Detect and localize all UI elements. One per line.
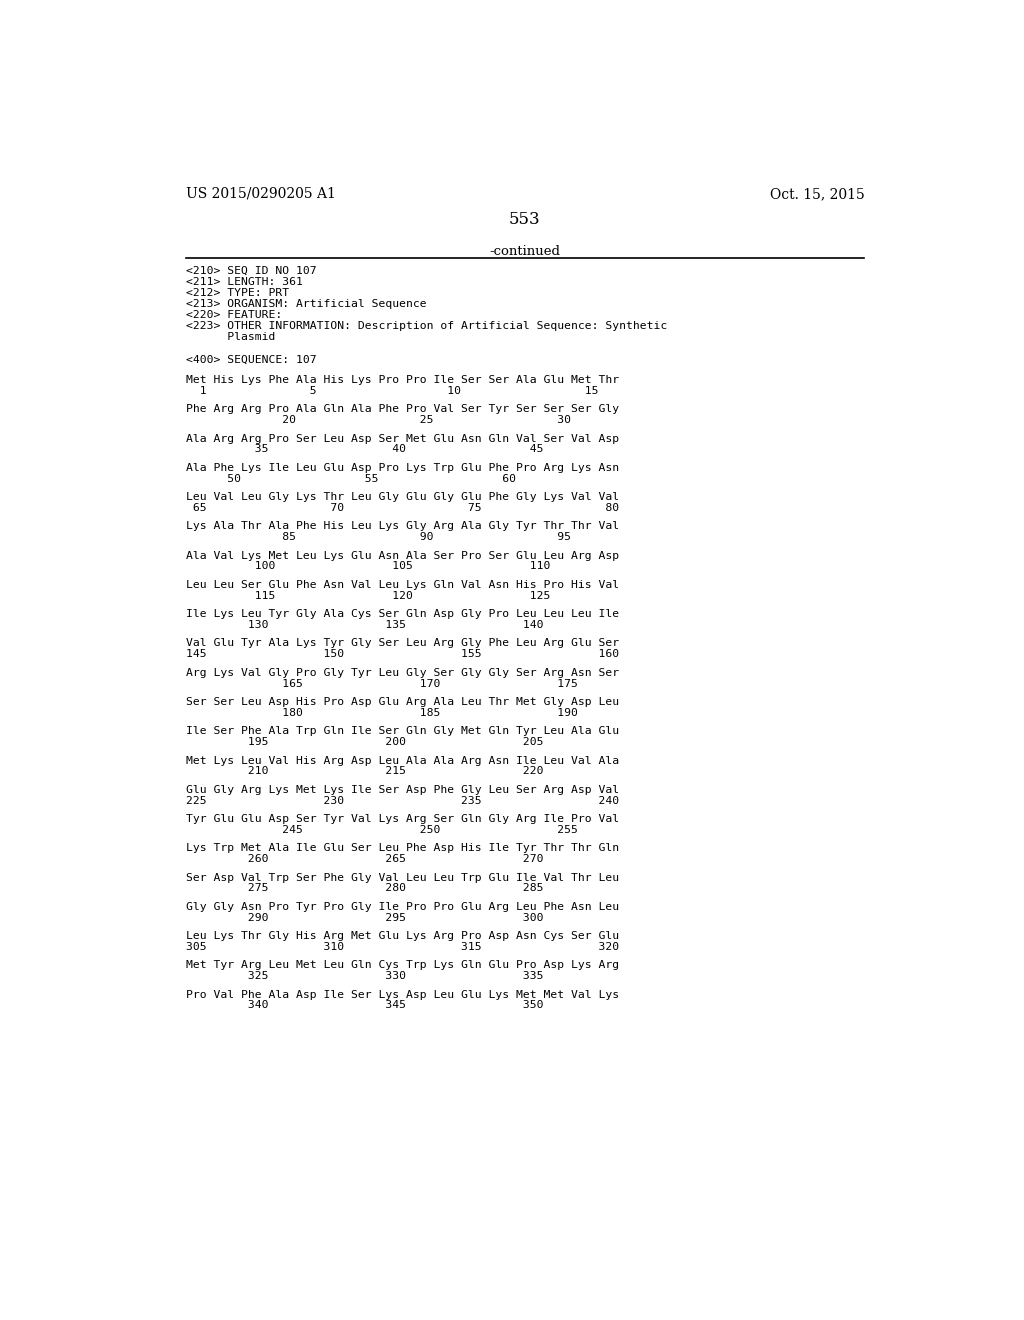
- Text: 35                  40                  45: 35 40 45: [186, 445, 544, 454]
- Text: 305                 310                 315                 320: 305 310 315 320: [186, 942, 620, 952]
- Text: 100                 105                 110: 100 105 110: [186, 561, 551, 572]
- Text: Arg Lys Val Gly Pro Gly Tyr Leu Gly Ser Gly Gly Ser Arg Asn Ser: Arg Lys Val Gly Pro Gly Tyr Leu Gly Ser …: [186, 668, 620, 677]
- Text: Met Lys Leu Val His Arg Asp Leu Ala Ala Arg Asn Ile Leu Val Ala: Met Lys Leu Val His Arg Asp Leu Ala Ala …: [186, 755, 620, 766]
- Text: 275                 280                 285: 275 280 285: [186, 883, 544, 894]
- Text: Ser Ser Leu Asp His Pro Asp Glu Arg Ala Leu Thr Met Gly Asp Leu: Ser Ser Leu Asp His Pro Asp Glu Arg Ala …: [186, 697, 620, 708]
- Text: Pro Val Phe Ala Asp Ile Ser Lys Asp Leu Glu Lys Met Met Val Lys: Pro Val Phe Ala Asp Ile Ser Lys Asp Leu …: [186, 990, 620, 999]
- Text: Ile Ser Phe Ala Trp Gln Ile Ser Gln Gly Met Gln Tyr Leu Ala Glu: Ile Ser Phe Ala Trp Gln Ile Ser Gln Gly …: [186, 726, 620, 737]
- Text: 260                 265                 270: 260 265 270: [186, 854, 544, 865]
- Text: 245                 250                 255: 245 250 255: [186, 825, 578, 834]
- Text: 50                  55                  60: 50 55 60: [186, 474, 516, 483]
- Text: 210                 215                 220: 210 215 220: [186, 767, 544, 776]
- Text: 1               5                   10                  15: 1 5 10 15: [186, 385, 599, 396]
- Text: <212> TYPE: PRT: <212> TYPE: PRT: [186, 288, 289, 298]
- Text: US 2015/0290205 A1: US 2015/0290205 A1: [186, 187, 336, 201]
- Text: 130                 135                 140: 130 135 140: [186, 620, 544, 630]
- Text: 20                  25                  30: 20 25 30: [186, 416, 571, 425]
- Text: Ala Val Lys Met Leu Lys Glu Asn Ala Ser Pro Ser Glu Leu Arg Asp: Ala Val Lys Met Leu Lys Glu Asn Ala Ser …: [186, 550, 620, 561]
- Text: Leu Leu Ser Glu Phe Asn Val Leu Lys Gln Val Asn His Pro His Val: Leu Leu Ser Glu Phe Asn Val Leu Lys Gln …: [186, 579, 620, 590]
- Text: 115                 120                 125: 115 120 125: [186, 591, 551, 601]
- Text: 145                 150                 155                 160: 145 150 155 160: [186, 649, 620, 659]
- Text: 65                  70                  75                  80: 65 70 75 80: [186, 503, 620, 513]
- Text: Lys Ala Thr Ala Phe His Leu Lys Gly Arg Ala Gly Tyr Thr Thr Val: Lys Ala Thr Ala Phe His Leu Lys Gly Arg …: [186, 521, 620, 532]
- Text: 165                 170                 175: 165 170 175: [186, 678, 578, 689]
- Text: -continued: -continued: [489, 246, 560, 259]
- Text: 195                 200                 205: 195 200 205: [186, 737, 544, 747]
- Text: Ile Lys Leu Tyr Gly Ala Cys Ser Gln Asp Gly Pro Leu Leu Leu Ile: Ile Lys Leu Tyr Gly Ala Cys Ser Gln Asp …: [186, 610, 620, 619]
- Text: 225                 230                 235                 240: 225 230 235 240: [186, 796, 620, 805]
- Text: 340                 345                 350: 340 345 350: [186, 1001, 544, 1010]
- Text: Leu Lys Thr Gly His Arg Met Glu Lys Arg Pro Asp Asn Cys Ser Glu: Leu Lys Thr Gly His Arg Met Glu Lys Arg …: [186, 931, 620, 941]
- Text: Glu Gly Arg Lys Met Lys Ile Ser Asp Phe Gly Leu Ser Arg Asp Val: Glu Gly Arg Lys Met Lys Ile Ser Asp Phe …: [186, 785, 620, 795]
- Text: Plasmid: Plasmid: [186, 333, 275, 342]
- Text: Oct. 15, 2015: Oct. 15, 2015: [769, 187, 864, 201]
- Text: Phe Arg Arg Pro Ala Gln Ala Phe Pro Val Ser Tyr Ser Ser Ser Gly: Phe Arg Arg Pro Ala Gln Ala Phe Pro Val …: [186, 404, 620, 414]
- Text: Tyr Glu Glu Asp Ser Tyr Val Lys Arg Ser Gln Gly Arg Ile Pro Val: Tyr Glu Glu Asp Ser Tyr Val Lys Arg Ser …: [186, 814, 620, 824]
- Text: Gly Gly Asn Pro Tyr Pro Gly Ile Pro Pro Glu Arg Leu Phe Asn Leu: Gly Gly Asn Pro Tyr Pro Gly Ile Pro Pro …: [186, 902, 620, 912]
- Text: 180                 185                 190: 180 185 190: [186, 708, 578, 718]
- Text: Met Tyr Arg Leu Met Leu Gln Cys Trp Lys Gln Glu Pro Asp Lys Arg: Met Tyr Arg Leu Met Leu Gln Cys Trp Lys …: [186, 961, 620, 970]
- Text: Lys Trp Met Ala Ile Glu Ser Leu Phe Asp His Ile Tyr Thr Thr Gln: Lys Trp Met Ala Ile Glu Ser Leu Phe Asp …: [186, 843, 620, 853]
- Text: <213> ORGANISM: Artificial Sequence: <213> ORGANISM: Artificial Sequence: [186, 298, 427, 309]
- Text: 325                 330                 335: 325 330 335: [186, 972, 544, 981]
- Text: 553: 553: [509, 211, 541, 228]
- Text: Met His Lys Phe Ala His Lys Pro Pro Ile Ser Ser Ala Glu Met Thr: Met His Lys Phe Ala His Lys Pro Pro Ile …: [186, 375, 620, 385]
- Text: <220> FEATURE:: <220> FEATURE:: [186, 310, 283, 319]
- Text: Ala Phe Lys Ile Leu Glu Asp Pro Lys Trp Glu Phe Pro Arg Lys Asn: Ala Phe Lys Ile Leu Glu Asp Pro Lys Trp …: [186, 463, 620, 473]
- Text: <400> SEQUENCE: 107: <400> SEQUENCE: 107: [186, 355, 316, 364]
- Text: <223> OTHER INFORMATION: Description of Artificial Sequence: Synthetic: <223> OTHER INFORMATION: Description of …: [186, 321, 668, 331]
- Text: Leu Val Leu Gly Lys Thr Leu Gly Glu Gly Glu Phe Gly Lys Val Val: Leu Val Leu Gly Lys Thr Leu Gly Glu Gly …: [186, 492, 620, 502]
- Text: Ala Arg Arg Pro Ser Leu Asp Ser Met Glu Asn Gln Val Ser Val Asp: Ala Arg Arg Pro Ser Leu Asp Ser Met Glu …: [186, 434, 620, 444]
- Text: <210> SEQ ID NO 107: <210> SEQ ID NO 107: [186, 265, 316, 276]
- Text: Val Glu Tyr Ala Lys Tyr Gly Ser Leu Arg Gly Phe Leu Arg Glu Ser: Val Glu Tyr Ala Lys Tyr Gly Ser Leu Arg …: [186, 639, 620, 648]
- Text: 85                  90                  95: 85 90 95: [186, 532, 571, 543]
- Text: 290                 295                 300: 290 295 300: [186, 912, 544, 923]
- Text: Ser Asp Val Trp Ser Phe Gly Val Leu Leu Trp Glu Ile Val Thr Leu: Ser Asp Val Trp Ser Phe Gly Val Leu Leu …: [186, 873, 620, 883]
- Text: <211> LENGTH: 361: <211> LENGTH: 361: [186, 277, 303, 286]
